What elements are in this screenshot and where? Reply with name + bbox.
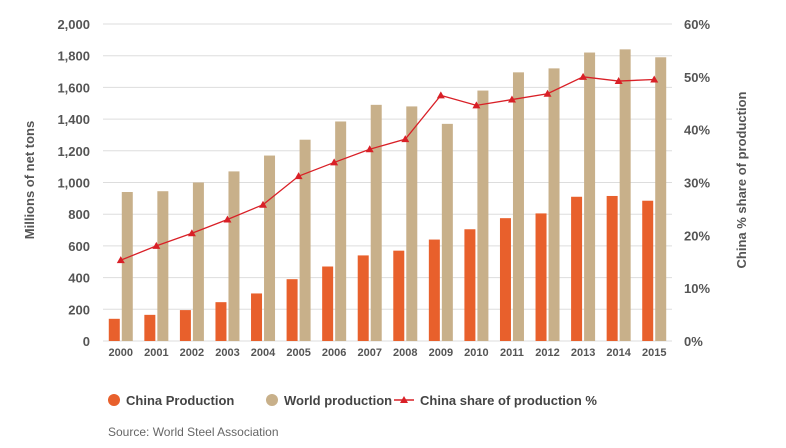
x-tick-label: 2015 (642, 347, 666, 359)
source-note: Source: World Steel Association (108, 425, 279, 439)
bar-china-production (428, 239, 440, 341)
share-point (401, 135, 410, 143)
bar-china-production (144, 314, 156, 341)
x-tick-label: 2002 (180, 347, 204, 359)
share-point (223, 215, 232, 223)
y-tick-label-right: 0% (684, 334, 703, 349)
x-tick-label: 2005 (286, 347, 310, 359)
bar-china-production (179, 310, 191, 341)
x-tick-label: 2007 (357, 347, 381, 359)
share-point (116, 256, 125, 264)
share-point (294, 172, 303, 180)
bar-china-production (108, 318, 120, 341)
bar-china-production (535, 213, 547, 341)
y-tick-label-right: 50% (684, 70, 710, 85)
bar-china-production (393, 250, 405, 341)
bar-china-production (606, 195, 618, 341)
x-tick-label: 2010 (464, 347, 488, 359)
bar-world-production (121, 192, 133, 341)
x-tick-label: 2003 (215, 347, 239, 359)
x-tick-label: 2000 (109, 347, 133, 359)
legend-world-label: World production (284, 393, 392, 408)
share-line (116, 72, 659, 264)
bars (108, 49, 667, 342)
y-tick-label-left: 1,200 (57, 144, 90, 159)
y-tick-label-left: 800 (68, 207, 90, 222)
bar-world-production (548, 68, 560, 341)
bar-world-production (584, 52, 596, 341)
bar-world-production (406, 106, 418, 341)
y-axis-title-right: China % share of production (734, 91, 749, 268)
bar-world-production (228, 171, 240, 341)
bar-china-production (642, 200, 654, 341)
bar-china-production (286, 279, 298, 341)
y-tick-label-left: 2,000 (57, 17, 90, 32)
y-tick-label-left: 600 (68, 239, 90, 254)
share-point (436, 91, 445, 99)
y-tick-label-right: 40% (684, 123, 710, 138)
legend-china-label: China Production (126, 393, 234, 408)
x-tick-label: 2009 (429, 347, 453, 359)
bar-world-production (264, 155, 276, 341)
y-tick-label-right: 30% (684, 176, 710, 191)
share-point (187, 229, 196, 237)
axes: 0 200 400 600 800 1,000 1,200 1,400 1,600 1,800 2,… (57, 17, 710, 359)
bar-world-production (370, 104, 382, 342)
legend-world-swatch (266, 394, 278, 406)
share-point (259, 200, 268, 208)
x-tick-label: 2014 (606, 347, 631, 359)
y-tick-label-left: 0 (83, 334, 90, 349)
share-point (543, 89, 552, 97)
y-tick-label-right: 20% (684, 228, 710, 243)
legend-share-marker (400, 396, 408, 403)
share-point (579, 72, 588, 80)
y-tick-label-right: 60% (684, 17, 710, 32)
share-point (650, 75, 659, 83)
legend: China Production World production China … (108, 393, 597, 408)
bar-china-production (251, 293, 263, 341)
bar-world-production (512, 72, 524, 341)
bar-world-production (157, 191, 169, 341)
x-tick-label: 2011 (500, 347, 524, 359)
bar-china-production (464, 229, 476, 341)
y-tick-label-left: 1,800 (57, 49, 90, 64)
bar-china-production (357, 255, 369, 341)
bar-china-production (571, 196, 583, 341)
y-tick-label-left: 400 (68, 271, 90, 286)
bar-world-production (299, 139, 311, 341)
legend-china-swatch (108, 394, 120, 406)
x-tick-label: 2001 (144, 347, 168, 359)
bar-world-production (655, 57, 667, 341)
x-tick-label: 2004 (251, 347, 276, 359)
bar-world-production (192, 182, 204, 341)
share-point (472, 101, 481, 109)
x-tick-label: 2006 (322, 347, 346, 359)
y-tick-label-left: 200 (68, 302, 90, 317)
bar-world-production (619, 49, 631, 342)
bar-china-production (215, 302, 227, 341)
x-tick-label: 2012 (535, 347, 559, 359)
share-line-path (120, 76, 655, 261)
share-point (614, 77, 623, 85)
legend-share-label: China share of production % (420, 393, 597, 408)
y-axis-title-left: Millions of net tons (22, 121, 37, 239)
share-point (507, 95, 516, 103)
share-point (152, 241, 161, 249)
bar-world-production (335, 121, 347, 341)
bar-china-production (499, 218, 511, 341)
y-tick-label-left: 1,600 (57, 80, 90, 95)
share-point (365, 145, 374, 153)
bar-world-production (441, 123, 453, 341)
share-point (330, 158, 339, 166)
x-tick-label: 2008 (393, 347, 417, 359)
y-tick-label-right: 10% (684, 281, 710, 296)
bar-china-production (322, 266, 334, 341)
bar-world-production (477, 90, 489, 341)
y-tick-label-left: 1,400 (57, 112, 90, 127)
x-tick-label: 2013 (571, 347, 595, 359)
y-tick-label-left: 1,000 (57, 176, 90, 191)
